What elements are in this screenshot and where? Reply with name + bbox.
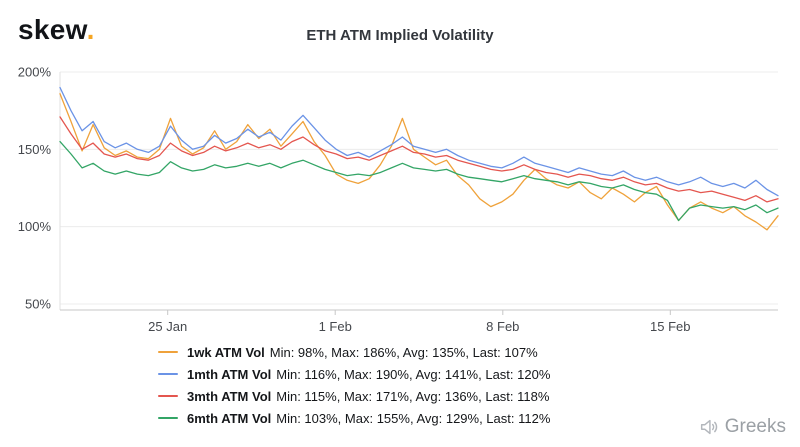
y-tick-label: 100%: [18, 219, 52, 234]
legend-line-marker: [158, 350, 178, 354]
megaphone-icon: [700, 419, 717, 435]
legend-series-stats: Min: 98%, Max: 186%, Avg: 135%, Last: 10…: [269, 344, 538, 360]
series-line-3mth: [59, 116, 779, 203]
chart-title: ETH ATM Implied Volatility: [306, 27, 494, 44]
x-tick-label: 25 Jan: [148, 319, 187, 334]
watermark-text: Greeks: [724, 416, 786, 437]
legend-series-name: 6mth ATM Vol: [187, 410, 272, 426]
logo-text: skew: [18, 14, 87, 45]
legend-series-name: 3mth ATM Vol: [187, 388, 272, 404]
x-tick-label: 15 Feb: [650, 319, 690, 334]
legend-series-name: 1wk ATM Vol: [187, 344, 265, 360]
legend-series-name: 1mth ATM Vol: [187, 366, 272, 382]
x-tick-label: 8 Feb: [486, 319, 519, 334]
y-tick-label: 200%: [18, 65, 52, 80]
legend-series-stats: Min: 115%, Max: 171%, Avg: 136%, Last: 1…: [276, 388, 550, 404]
legend-line-marker: [158, 372, 178, 376]
y-tick-label: 150%: [18, 142, 52, 157]
volatility-chart-plot[interactable]: 200% 150% 100% 50% 25 Jan 1 Feb 8 Feb 15 Feb: [0, 54, 800, 336]
y-tick-label: 50%: [25, 297, 51, 312]
series-line-1mth: [59, 86, 779, 197]
legend: 1wk ATM Vol Min: 98%, Max: 186%, Avg: 135…: [158, 341, 550, 429]
watermark: Greeks: [698, 416, 786, 438]
legend-item-1mth[interactable]: 1mth ATM Vol Min: 116%, Max: 190%, Avg: 1…: [158, 363, 550, 385]
logo-dot: .: [86, 14, 95, 45]
legend-series-stats: Min: 116%, Max: 190%, Avg: 141%, Last: 1…: [276, 366, 551, 382]
series-line-1wk: [59, 93, 779, 231]
legend-item-1wk[interactable]: 1wk ATM Vol Min: 98%, Max: 186%, Avg: 135…: [158, 341, 550, 363]
legend-line-marker: [158, 416, 178, 420]
legend-series-stats: Min: 103%, Max: 155%, Avg: 129%, Last: 1…: [276, 410, 551, 426]
skew-logo: skew.: [18, 14, 95, 46]
series-line-6mth: [59, 140, 779, 222]
legend-item-6mth[interactable]: 6mth ATM Vol Min: 103%, Max: 155%, Avg: 1…: [158, 407, 550, 429]
legend-line-marker: [158, 394, 178, 398]
x-tick-label: 1 Feb: [319, 319, 352, 334]
legend-item-3mth[interactable]: 3mth ATM Vol Min: 115%, Max: 171%, Avg: 1…: [158, 385, 550, 407]
